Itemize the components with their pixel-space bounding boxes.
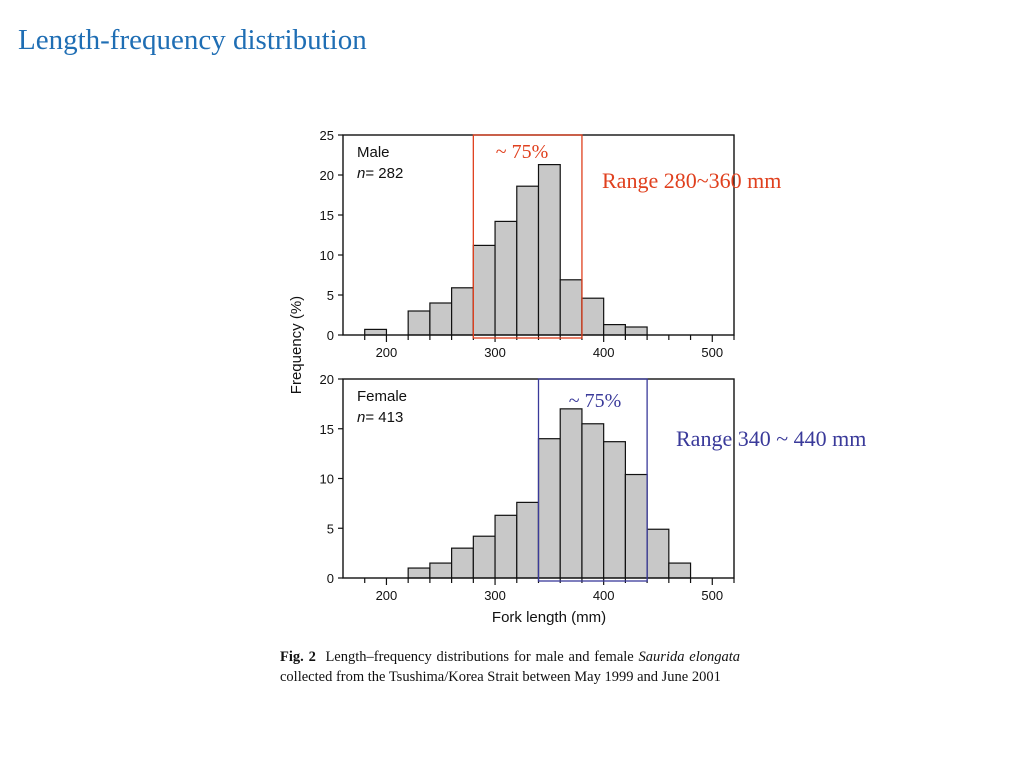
x-tick-label: 200	[376, 345, 398, 360]
x-tick-label: 300	[484, 345, 506, 360]
x-tick-label: 500	[701, 588, 723, 603]
histogram-bar	[581, 297, 605, 336]
y-tick-label: 0	[327, 571, 334, 586]
male-percent-annotation: ~ 75%	[496, 141, 548, 163]
histogram-bar	[603, 324, 626, 336]
sample-size-value: = 282	[365, 165, 403, 182]
female-percent-annotation: ~ 75%	[569, 390, 621, 412]
y-tick-label: 15	[320, 422, 334, 437]
x-axis-label: Fork length (mm)	[492, 609, 606, 626]
sample-size-value: = 413	[365, 409, 403, 426]
x-tick-label: 200	[376, 588, 398, 603]
figure-caption: Fig. 2 Length–frequency distributions fo…	[280, 647, 740, 687]
histogram-bar	[516, 501, 540, 579]
histogram-bar	[364, 328, 388, 336]
y-tick-label: 5	[327, 288, 334, 303]
y-axis-label: Frequency (%)	[288, 296, 305, 394]
x-tick-label: 300	[484, 588, 506, 603]
histogram-bar	[516, 185, 540, 336]
y-tick-label: 25	[320, 128, 334, 143]
histogram-bar	[407, 310, 431, 336]
y-tick-label: 5	[327, 521, 334, 536]
y-tick-label: 10	[320, 248, 334, 263]
histogram-bar	[407, 567, 431, 579]
sample-size-label: n= 282	[357, 165, 403, 182]
histogram-bar	[559, 408, 583, 579]
histogram-bar	[451, 287, 474, 336]
sample-size-symbol: n	[357, 409, 365, 426]
histogram-bar	[624, 326, 648, 336]
histogram-bar	[451, 547, 474, 579]
y-tick-label: 20	[320, 372, 334, 387]
x-tick-label: 400	[593, 588, 615, 603]
slide-title: Length-frequency distribution	[18, 24, 367, 56]
female-histogram-panel: 0 5 10 15 20 200 300 400 500 Female n= 413	[320, 372, 735, 603]
histogram-bar	[494, 514, 518, 579]
y-tick-label: 10	[320, 472, 334, 487]
histogram-bar	[429, 302, 453, 336]
highlight-box	[537, 378, 648, 582]
histogram-bar	[537, 438, 561, 579]
caption-fig-label: Fig. 2	[280, 649, 316, 665]
histogram-bar	[559, 279, 583, 336]
caption-text-1: Length–frequency distributions for male …	[325, 649, 634, 665]
histogram-bar	[494, 220, 518, 336]
x-tick-label: 400	[593, 345, 615, 360]
histogram-bar	[429, 562, 453, 579]
caption-text-2: collected from the Tsushima/Korea Strait…	[280, 669, 721, 685]
y-tick-label: 0	[327, 328, 334, 343]
sample-size-label: n= 413	[357, 409, 403, 426]
x-tick-label: 500	[701, 345, 723, 360]
sample-size-symbol: n	[357, 165, 365, 182]
histogram-bar	[472, 535, 496, 579]
y-tick-label: 15	[320, 208, 334, 223]
panel-label: Male	[357, 144, 390, 161]
male-range-annotation: Range 280~360 mm	[602, 168, 782, 193]
histogram-bar	[603, 441, 626, 579]
histogram-bar	[581, 423, 605, 579]
histogram-bar	[668, 562, 692, 579]
caption-species: Saurida elongata	[638, 649, 741, 665]
histogram-bar	[472, 244, 496, 336]
female-range-annotation: Range 340 ~ 440 mm	[676, 426, 867, 451]
highlight-box	[472, 134, 583, 339]
y-tick-label: 20	[320, 168, 334, 183]
histogram-bar	[537, 164, 561, 336]
histogram-bar	[646, 528, 670, 579]
panel-label: Female	[357, 388, 407, 405]
male-histogram-panel: 0 5 10 15 20 25 200 300 400 500 Male n= 282	[320, 128, 735, 360]
histogram-bar	[624, 473, 648, 579]
